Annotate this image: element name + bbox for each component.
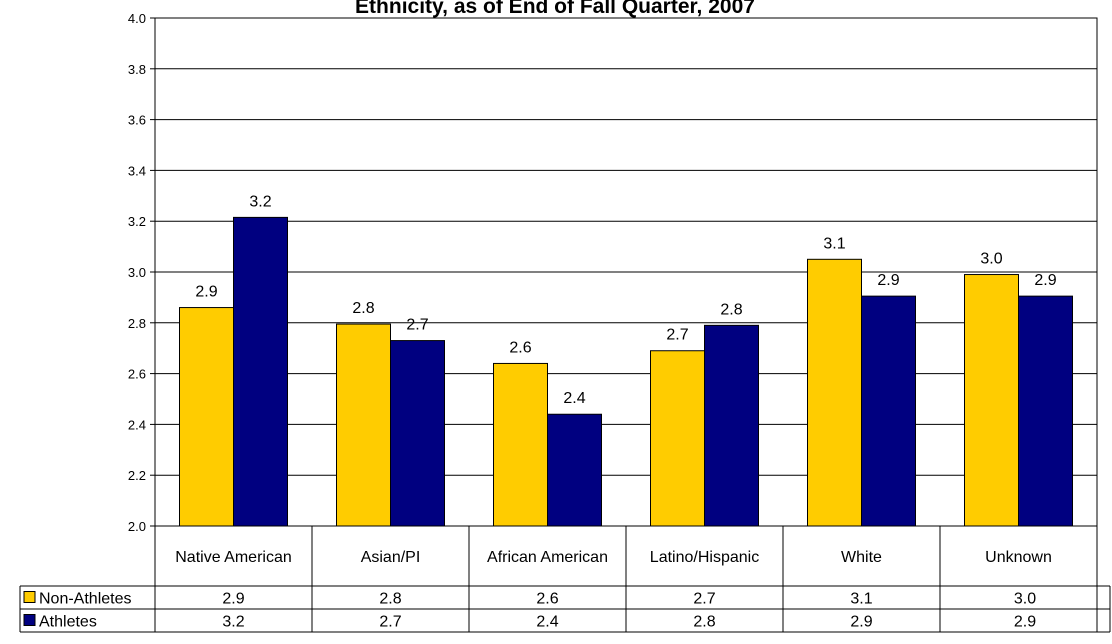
category-label: Latino/Hispanic	[650, 549, 759, 566]
data-label: 3.1	[823, 235, 845, 252]
y-tick-label: 2.2	[128, 468, 146, 483]
table-cell: 2.9	[222, 591, 244, 608]
table-cell: 2.9	[1014, 614, 1036, 631]
category-label: White	[841, 549, 882, 566]
y-tick-label: 2.6	[128, 367, 146, 382]
data-labels: 2.9 3.2 2.8 2.7 2.6 2.4 2.7 2.8 3.1 2.9 3.0 2.9	[195, 193, 1056, 407]
bar-athletes	[1018, 295, 1073, 527]
legend-swatch	[23, 614, 36, 626]
table-cell: 2.8	[379, 591, 401, 608]
bar-non-athletes	[336, 323, 391, 527]
data-label: 2.7	[666, 327, 688, 344]
bar-non-athletes	[179, 307, 234, 527]
category-label: African American	[487, 549, 608, 566]
y-tick-label: 3.8	[128, 62, 146, 77]
category-label: Native American	[175, 549, 292, 566]
chart-title: Ethnicity, as of End of Fall Quarter, 20…	[355, 0, 755, 18]
data-label: 2.9	[195, 284, 217, 301]
category-label: Asian/PI	[361, 549, 421, 566]
y-tick-label: 3.2	[128, 214, 146, 229]
data-label: 2.7	[406, 317, 428, 334]
table-cell: 2.4	[536, 614, 558, 631]
legend-swatch	[23, 591, 36, 603]
category-label: Unknown	[985, 549, 1052, 566]
bar-athletes	[861, 295, 916, 527]
table-cell: 2.8	[693, 614, 715, 631]
bar-non-athletes	[650, 350, 705, 527]
bar-non-athletes	[493, 362, 548, 527]
table-cell: 3.2	[222, 614, 244, 631]
y-tick-label: 2.8	[128, 316, 146, 331]
bar-athletes	[547, 413, 602, 527]
table-cell: 3.0	[1014, 591, 1036, 608]
table-cell: 2.7	[379, 614, 401, 631]
table-cell: 2.7	[693, 591, 715, 608]
legend-label: Athletes	[39, 614, 97, 631]
data-label: 2.8	[720, 301, 742, 318]
y-tick-label: 2.4	[128, 417, 146, 432]
bar-non-athletes	[807, 258, 862, 527]
data-label: 2.9	[877, 272, 899, 289]
bar-non-athletes	[964, 274, 1019, 527]
table-cell: 3.1	[850, 591, 872, 608]
table-cell: 2.9	[850, 614, 872, 631]
y-tick-label: 3.4	[128, 163, 146, 178]
data-label: 2.9	[1034, 272, 1056, 289]
data-label: 2.8	[352, 300, 374, 317]
data-label: 2.6	[509, 339, 531, 356]
y-tick-label: 3.6	[128, 113, 146, 128]
data-label: 2.4	[563, 390, 585, 407]
bars	[179, 216, 1073, 527]
y-tick-label: 2.0	[128, 519, 146, 534]
data-label: 3.0	[980, 251, 1002, 268]
bar-athletes	[390, 340, 445, 527]
legend-label: Non-Athletes	[39, 591, 132, 608]
bar-athletes	[233, 216, 288, 527]
y-axis: 2.0 2.2 2.4 2.6 2.8 3.0 3.2 3.4 3.6 3.8 4.0	[128, 11, 1098, 534]
bar-athletes	[704, 324, 759, 527]
y-tick-label: 3.0	[128, 265, 146, 280]
data-table: Native American Asian/PI African American L…	[19, 526, 1111, 633]
table-cell: 2.6	[536, 591, 558, 608]
data-label: 3.2	[249, 193, 271, 210]
y-tick-label: 4.0	[128, 11, 146, 26]
